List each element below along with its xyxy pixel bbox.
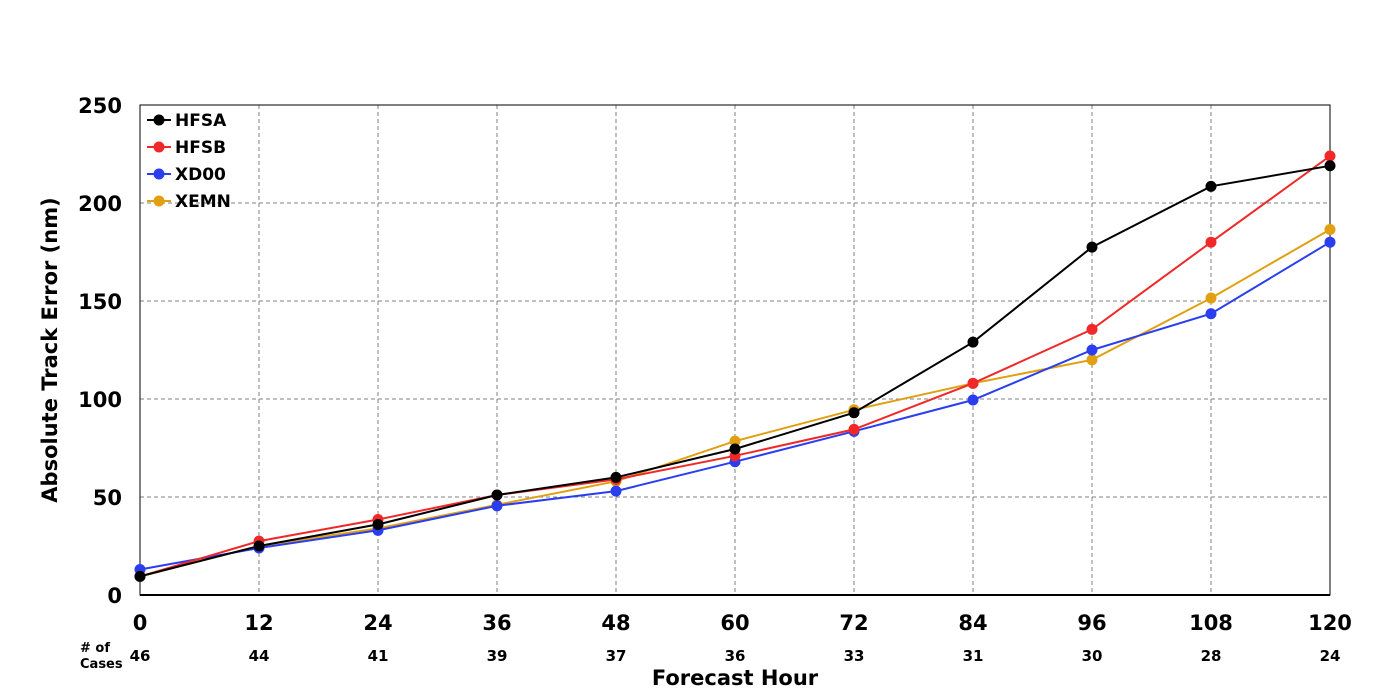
data-point-xd00 [491, 500, 503, 512]
data-point-xd00 [610, 485, 622, 497]
legend-label-xemn: XEMN [175, 192, 231, 212]
legend-marker-xemn [153, 195, 165, 207]
x-tick-label: 72 [839, 611, 868, 635]
data-point-hfsa [1086, 241, 1098, 253]
data-point-hfsa [610, 471, 622, 483]
x-tick-label: 12 [244, 611, 273, 635]
data-point-xd00 [967, 394, 979, 406]
case-count: 36 [725, 647, 746, 665]
data-point-hfsa [372, 518, 384, 530]
x-tick-label: 0 [133, 611, 148, 635]
y-axis-title: Absolute Track Error (nm) [38, 197, 62, 502]
x-tick-label: 36 [482, 611, 511, 635]
data-point-hfsa [967, 336, 979, 348]
data-point-xemn [1324, 223, 1336, 235]
case-count: 33 [844, 647, 865, 665]
data-point-xd00 [1205, 308, 1217, 320]
x-tick-label: 120 [1308, 611, 1352, 635]
cases-row: # of Cases 46 44 41 39 37 36 33 31 30 28 24 [80, 641, 1340, 672]
legend-label-xd00: XD00 [175, 165, 226, 185]
data-point-hfsa [848, 407, 860, 419]
data-point-hfsa [1324, 160, 1336, 172]
legend-label-hfsb: HFSB [175, 138, 226, 158]
case-count: 24 [1320, 647, 1341, 665]
case-count: 30 [1082, 647, 1103, 665]
data-point-xemn [1205, 292, 1217, 304]
x-axis-ticks: 0 12 24 36 48 60 72 84 96 108 120 [133, 611, 1352, 635]
legend-marker-hfsa [153, 114, 165, 126]
legend: HFSA HFSB XD00 XEMN [147, 111, 231, 212]
x-axis-title: Forecast Hour [652, 666, 819, 690]
data-point-hfsb [1086, 323, 1098, 335]
y-tick-label: 200 [78, 192, 122, 216]
case-count: 44 [249, 647, 270, 665]
x-tick-label: 24 [363, 611, 392, 635]
y-tick-label: 150 [78, 290, 122, 314]
data-point-xemn [1086, 354, 1098, 366]
cases-label-line2: Cases [80, 657, 123, 672]
legend-marker-hfsb [153, 141, 165, 153]
case-count: 37 [606, 647, 627, 665]
case-count: 46 [130, 647, 151, 665]
data-point-hfsb [1205, 236, 1217, 248]
data-point-xd00 [1086, 344, 1098, 356]
plot-frame [139, 104, 1331, 596]
legend-label-hfsa: HFSA [175, 111, 227, 131]
data-point-hfsa [491, 489, 503, 501]
legend-marker-xd00 [153, 168, 165, 180]
data-point-xd00 [1324, 236, 1336, 248]
data-point-xemn [729, 435, 741, 447]
y-tick-label: 100 [78, 388, 122, 412]
series-group [134, 150, 1336, 582]
x-tick-label: 108 [1189, 611, 1233, 635]
data-point-hfsb [848, 423, 860, 435]
data-point-hfsa [253, 540, 265, 552]
x-tick-label: 96 [1077, 611, 1106, 635]
case-count: 41 [368, 647, 389, 665]
data-point-hfsb [967, 377, 979, 389]
x-tick-label: 60 [720, 611, 749, 635]
data-point-hfsa [729, 443, 741, 455]
y-axis-ticks: 0 50 100 150 200 250 [78, 94, 122, 608]
y-tick-label: 250 [78, 94, 122, 118]
data-point-hfsb [1324, 150, 1336, 162]
case-count: 28 [1201, 647, 1222, 665]
data-point-hfsa [134, 570, 146, 582]
y-tick-label: 0 [107, 584, 122, 608]
x-tick-label: 84 [958, 611, 987, 635]
x-tick-label: 48 [601, 611, 630, 635]
case-count: 39 [487, 647, 508, 665]
case-count: 31 [963, 647, 984, 665]
data-point-hfsa [1205, 180, 1217, 192]
y-tick-label: 50 [93, 486, 122, 510]
cases-label-line1: # of [80, 641, 110, 656]
